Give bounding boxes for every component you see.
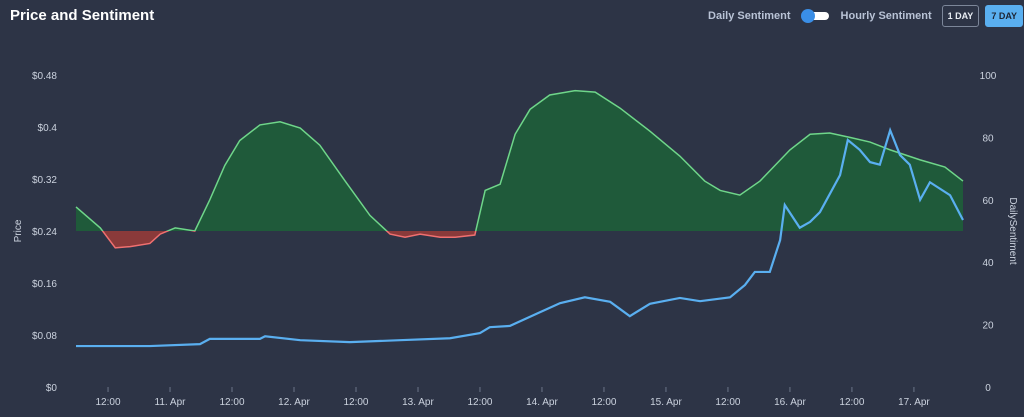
chart-title: Price and Sentiment	[10, 7, 155, 24]
x-tick-label: 11. Apr	[155, 397, 187, 408]
y-tick-label: $0.24	[32, 227, 57, 238]
x-tick-label: 12:00	[715, 397, 740, 408]
x-tick-label: 12:00	[219, 397, 244, 408]
y-tick-label: $0.16	[32, 279, 57, 290]
x-tick-label: 14. Apr	[526, 397, 558, 408]
x-tick-label: 16. Apr	[774, 397, 806, 408]
y-tick-label: $0.08	[32, 331, 57, 342]
y2-tick-label: 20	[982, 321, 994, 332]
1-day-button[interactable]: 1 DAY	[941, 5, 980, 27]
y-axis-label: Price	[13, 219, 24, 242]
y2-tick-label: 80	[982, 133, 994, 144]
x-tick-label: 17. Apr	[898, 397, 930, 408]
x-tick-label: 13. Apr	[402, 397, 434, 408]
sentiment-toggle[interactable]	[800, 9, 831, 23]
y2-tick-label: 60	[982, 196, 994, 207]
positive-sentiment-area	[76, 90, 963, 231]
sentiment-line-positive	[75, 89, 964, 231]
x-tick-label: 12:00	[96, 397, 121, 408]
hourly-sentiment-label: Hourly Sentiment	[840, 10, 932, 22]
x-tick-label: 12:00	[467, 397, 492, 408]
x-tick-label: 12:00	[839, 397, 864, 408]
y2-tick-label: 0	[985, 383, 991, 394]
y-tick-label: $0.32	[32, 175, 57, 186]
x-tick-label: 12:00	[591, 397, 616, 408]
x-tick-label: 12. Apr	[278, 397, 310, 408]
chart-controls: Daily Sentiment Hourly Sentiment 1 DAY 7…	[708, 5, 1024, 27]
y-tick-label: $0.48	[32, 71, 57, 82]
y-tick-label: $0	[46, 383, 58, 394]
y-tick-label: $0.4	[38, 123, 58, 134]
x-tick-label: 15. Apr	[650, 397, 682, 408]
y2-tick-label: 40	[982, 258, 994, 269]
y2-tick-label: 100	[980, 71, 997, 82]
7-day-button[interactable]: 7 DAY	[985, 5, 1023, 27]
price-line	[76, 126, 964, 348]
x-tick-label: 12:00	[343, 397, 368, 408]
daily-sentiment-label: Daily Sentiment	[708, 10, 791, 22]
y2-axis-label: DailySentiment	[1007, 197, 1018, 264]
